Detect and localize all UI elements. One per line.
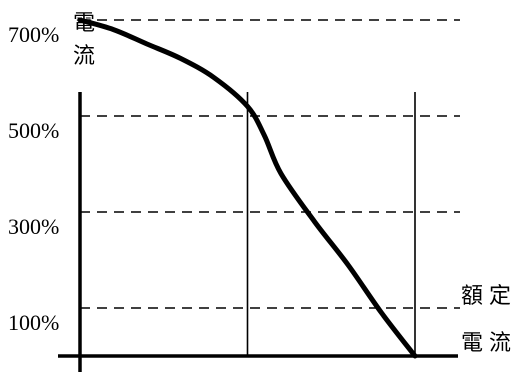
y-tick-labels: 700% 500% 300% 100% [8,22,59,335]
y-tick-label: 300% [8,214,59,239]
grid-lines [80,20,460,308]
y-tick-label: 100% [8,310,59,335]
x-label-line: 電流 [461,331,517,356]
y-tick-label: 700% [8,22,59,47]
y-tick-label: 500% [8,118,59,143]
vertical-reference-lines [248,92,416,356]
y-label-char: 流 [73,44,95,69]
x-label-line: 額定 [461,284,517,309]
axes [58,92,458,372]
